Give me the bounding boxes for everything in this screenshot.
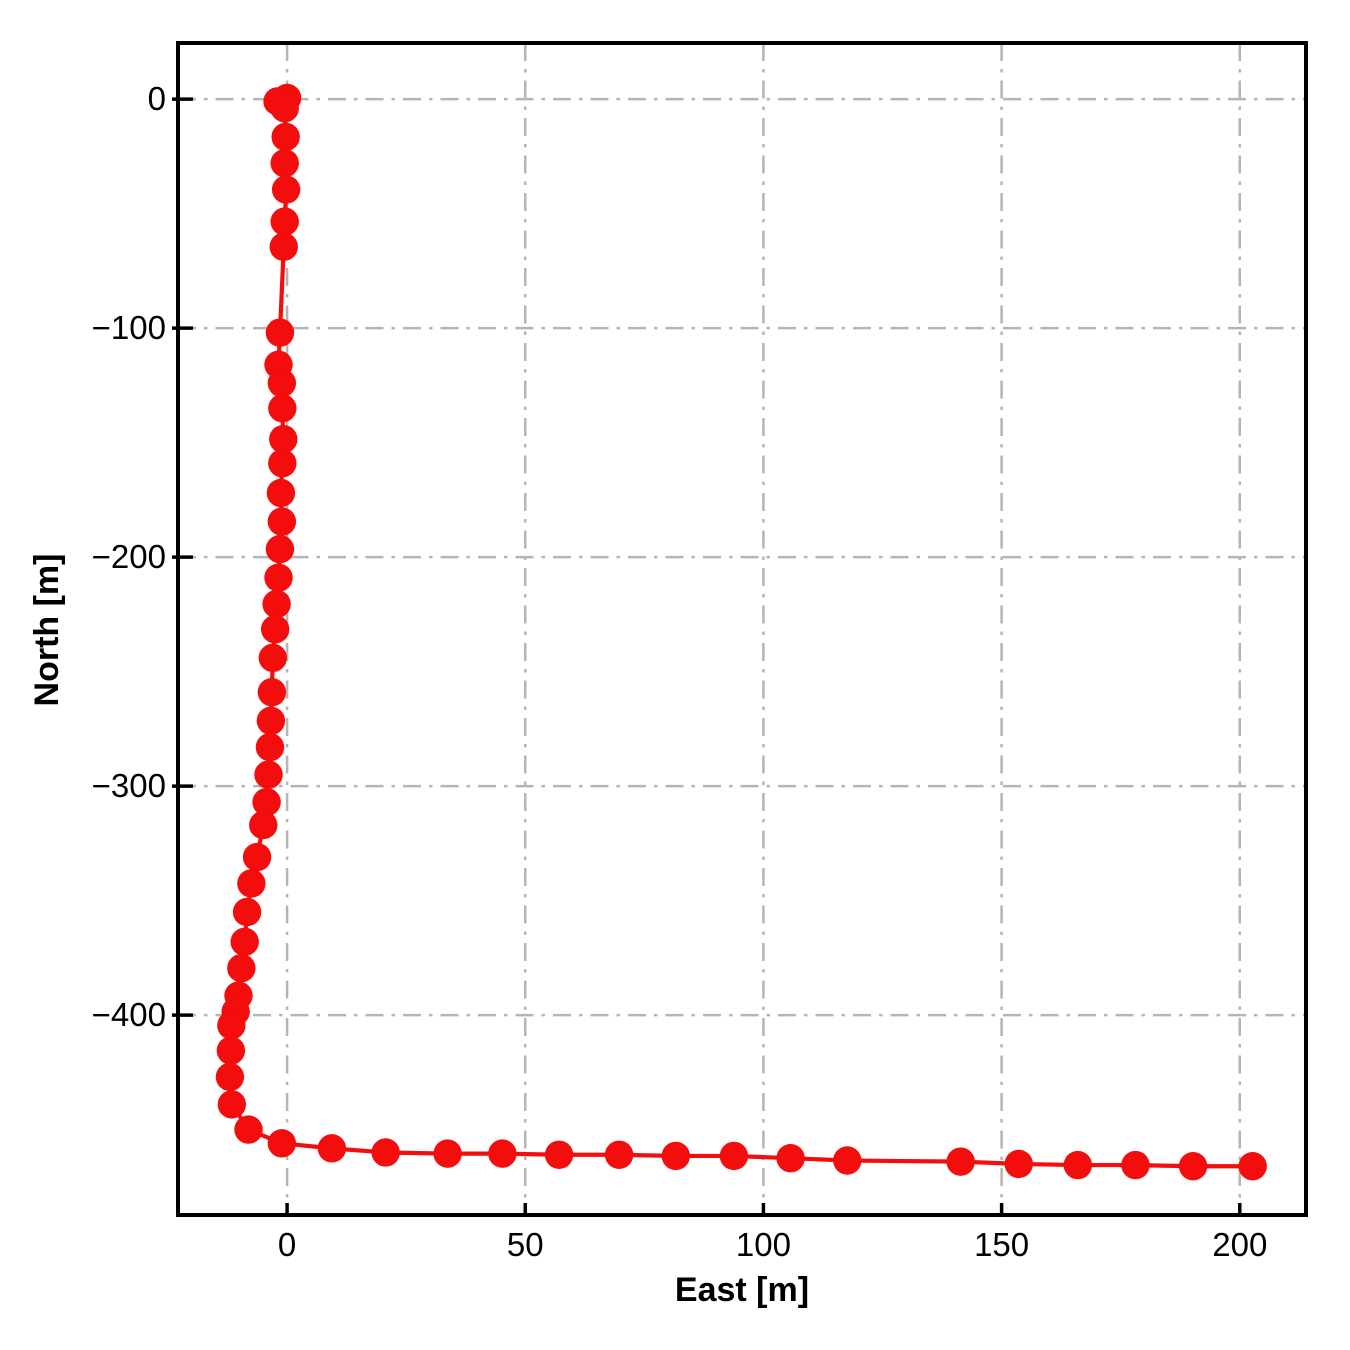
data-point: [254, 760, 283, 789]
x-tick-label: 100: [736, 1226, 791, 1263]
x-tick-label: 50: [507, 1226, 544, 1263]
trajectory-points: [215, 83, 1267, 1181]
data-point: [661, 1141, 690, 1171]
data-point: [1063, 1150, 1093, 1180]
y-tick-label: −200: [92, 538, 166, 575]
y-tick-label: −300: [92, 767, 166, 804]
data-point: [216, 1036, 246, 1065]
data-point: [488, 1139, 517, 1168]
data-point: [215, 1062, 245, 1092]
data-point: [217, 1090, 247, 1119]
plot-frame: [176, 41, 1308, 1217]
data-point: [270, 149, 299, 178]
data-point: [544, 1140, 574, 1169]
data-point: [604, 1140, 634, 1169]
data-point: [946, 1147, 975, 1176]
data-point: [237, 869, 266, 898]
x-axis-label: East [m]: [675, 1271, 809, 1309]
data-point: [270, 207, 299, 236]
x-tick-label: 150: [974, 1226, 1029, 1263]
data-point: [258, 643, 287, 673]
data-point: [232, 897, 262, 927]
data-point: [227, 953, 256, 983]
data-point: [266, 478, 296, 508]
data-point: [371, 1138, 400, 1167]
data-point: [217, 1011, 246, 1040]
data-point: [230, 927, 259, 957]
data-point: [776, 1144, 805, 1173]
data-point: [317, 1134, 347, 1163]
grid-lines: [178, 43, 1306, 1215]
x-tick-label: 0: [278, 1226, 296, 1263]
y-tick-label: −100: [92, 309, 166, 346]
data-point: [271, 122, 300, 152]
data-point: [1121, 1150, 1150, 1180]
y-tick-label: 0: [148, 80, 166, 117]
data-point: [265, 534, 295, 564]
data-point: [264, 563, 293, 592]
data-point: [252, 787, 281, 817]
data-point: [260, 615, 290, 644]
data-point: [833, 1146, 862, 1175]
data-point: [433, 1139, 462, 1168]
data-point: [268, 449, 297, 478]
y-tick-label: −400: [92, 996, 166, 1033]
data-point: [257, 678, 287, 707]
data-point: [719, 1141, 749, 1171]
plot-area: [178, 43, 1306, 1215]
data-point: [1238, 1152, 1267, 1181]
data-point: [256, 706, 286, 736]
data-point: [270, 94, 299, 123]
data-point: [1178, 1152, 1208, 1181]
data-point: [242, 842, 272, 872]
tick-labels: 0 50 100 150 200 0 −100 −200 −300 −400: [92, 80, 1268, 1263]
data-point: [234, 1115, 263, 1144]
y-axis-label: North [m]: [28, 554, 66, 707]
data-point: [269, 232, 298, 262]
data-point: [249, 810, 278, 840]
data-point: [255, 732, 285, 762]
data-point: [265, 318, 295, 347]
data-point: [269, 424, 298, 454]
x-tick-label: 200: [1212, 1226, 1267, 1263]
data-point: [1004, 1149, 1033, 1179]
data-point: [268, 394, 297, 423]
data-point: [267, 507, 297, 536]
data-point: [271, 175, 301, 204]
data-point: [267, 1129, 297, 1158]
tick-marks: [172, 97, 1242, 1215]
data-point: [267, 368, 297, 398]
data-point: [262, 589, 291, 619]
